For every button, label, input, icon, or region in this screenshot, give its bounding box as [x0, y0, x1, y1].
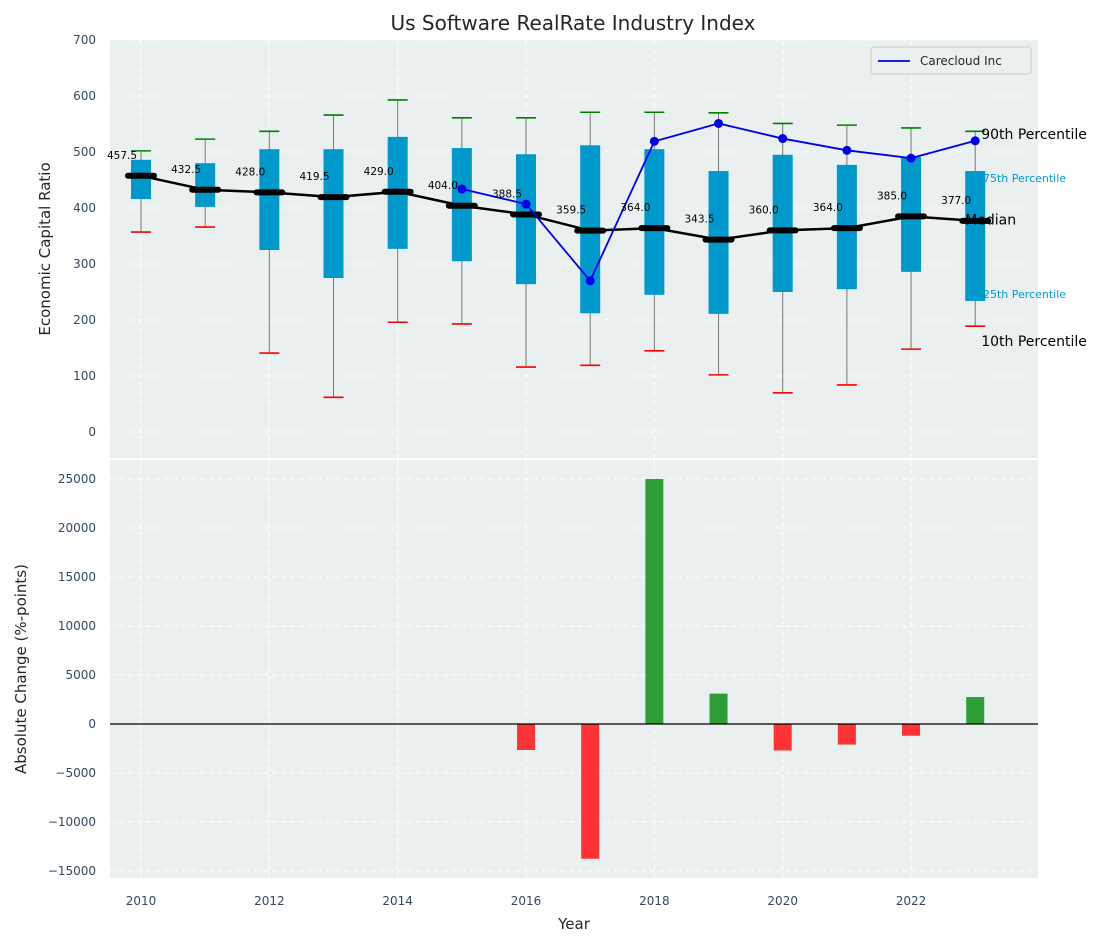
bottom-panel: −15000 −10000 −5000 0 5000 10000 15000 20000 250… — [12, 460, 1038, 933]
x-axis-label: Year — [557, 915, 591, 933]
y-tick-label: 600 — [73, 89, 96, 103]
y-tick-label: 500 — [73, 145, 96, 159]
bottom-plot-background — [110, 460, 1038, 878]
p25-annotation: 25th Percentile — [983, 288, 1066, 301]
y-tick-label: 5000 — [65, 668, 96, 682]
top-y-ticks: 0 100 200 300 400 500 600 700 — [73, 33, 96, 439]
y-tick-label: 20000 — [58, 521, 96, 535]
x-tick-label: 2010 — [126, 894, 157, 908]
x-tick-label: 2014 — [382, 894, 413, 908]
positive-bar — [710, 694, 728, 724]
company-point — [586, 276, 595, 285]
median-value-label: 428.0 — [235, 166, 265, 178]
chart-figure: Us Software RealRate Industry Index 0 100… — [0, 0, 1117, 942]
median-value-label: 432.5 — [171, 164, 201, 176]
company-point — [457, 184, 466, 193]
median-value-label: 385.0 — [877, 190, 907, 202]
iqr-box — [131, 160, 151, 199]
median-value-label: 364.0 — [620, 202, 650, 214]
company-point — [714, 119, 723, 128]
y-tick-label: 700 — [73, 33, 96, 47]
top-y-axis-label: Economic Capital Ratio — [36, 162, 54, 335]
p90-annotation: 90th Percentile — [981, 127, 1087, 143]
top-plot-background — [110, 40, 1038, 458]
x-tick-label: 2018 — [639, 894, 670, 908]
legend: Carecloud Inc — [871, 47, 1031, 74]
negative-bar — [902, 724, 920, 736]
company-point — [842, 146, 851, 155]
y-tick-label: 10000 — [58, 619, 96, 633]
company-point — [522, 200, 531, 209]
median-value-label: 343.5 — [684, 214, 714, 226]
y-tick-label: 0 — [88, 717, 96, 731]
p10-annotation: 10th Percentile — [981, 334, 1087, 350]
bottom-y-ticks: −15000 −10000 −5000 0 5000 10000 15000 20000 250… — [48, 472, 96, 878]
positive-bar — [645, 479, 663, 724]
y-tick-label: 100 — [73, 369, 96, 383]
y-tick-label: −15000 — [48, 864, 96, 878]
median-value-label: 377.0 — [941, 195, 971, 207]
negative-bar — [517, 724, 535, 750]
x-tick-label: 2016 — [511, 894, 542, 908]
company-point — [971, 136, 980, 145]
negative-bar — [774, 724, 792, 750]
iqr-box — [259, 149, 279, 250]
iqr-box — [516, 154, 536, 284]
y-tick-label: −5000 — [55, 766, 96, 780]
legend-label: Carecloud Inc — [920, 54, 1002, 68]
positive-bar — [966, 697, 984, 724]
bottom-y-axis-label: Absolute Change (%-points) — [12, 564, 30, 774]
p75-annotation: 75th Percentile — [983, 172, 1066, 185]
chart-title: Us Software RealRate Industry Index — [391, 11, 756, 35]
y-tick-label: 0 — [88, 425, 96, 439]
negative-bar — [838, 724, 856, 745]
y-tick-label: 300 — [73, 257, 96, 271]
y-tick-label: 25000 — [58, 472, 96, 486]
median-annotation: Median — [965, 213, 1016, 229]
iqr-box — [324, 149, 344, 278]
x-tick-label: 2020 — [767, 894, 798, 908]
y-tick-label: 400 — [73, 201, 96, 215]
company-point — [907, 154, 916, 163]
x-tick-label: 2012 — [254, 894, 285, 908]
median-value-label: 360.0 — [749, 204, 779, 216]
top-panel: 0 100 200 300 400 500 600 700 Economic Capital … — [36, 33, 1087, 458]
x-ticks: 2010 2012 2014 2016 2018 2020 2022 — [126, 894, 927, 908]
median-value-label: 457.5 — [107, 150, 137, 162]
company-point — [650, 137, 659, 146]
median-value-label: 419.5 — [299, 171, 329, 183]
y-tick-label: −10000 — [48, 815, 96, 829]
median-value-label: 388.5 — [492, 188, 522, 200]
iqr-box — [773, 155, 793, 292]
y-tick-label: 15000 — [58, 570, 96, 584]
negative-bar — [581, 724, 599, 859]
company-point — [778, 134, 787, 143]
iqr-box — [644, 149, 664, 295]
y-tick-label: 200 — [73, 313, 96, 327]
median-value-label: 429.0 — [364, 166, 394, 178]
median-value-label: 359.5 — [556, 205, 586, 217]
median-value-label: 364.0 — [813, 202, 843, 214]
iqr-box — [965, 171, 985, 301]
median-value-label: 404.0 — [428, 180, 458, 192]
x-tick-label: 2022 — [896, 894, 927, 908]
